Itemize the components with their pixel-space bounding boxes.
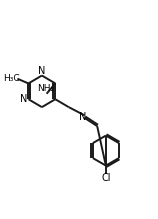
Text: H₃C: H₃C [3, 74, 20, 83]
Text: N: N [38, 66, 46, 76]
Text: Cl: Cl [101, 173, 111, 183]
Text: N: N [20, 94, 28, 104]
Text: N: N [79, 112, 87, 122]
Text: NH₂: NH₂ [37, 84, 54, 93]
